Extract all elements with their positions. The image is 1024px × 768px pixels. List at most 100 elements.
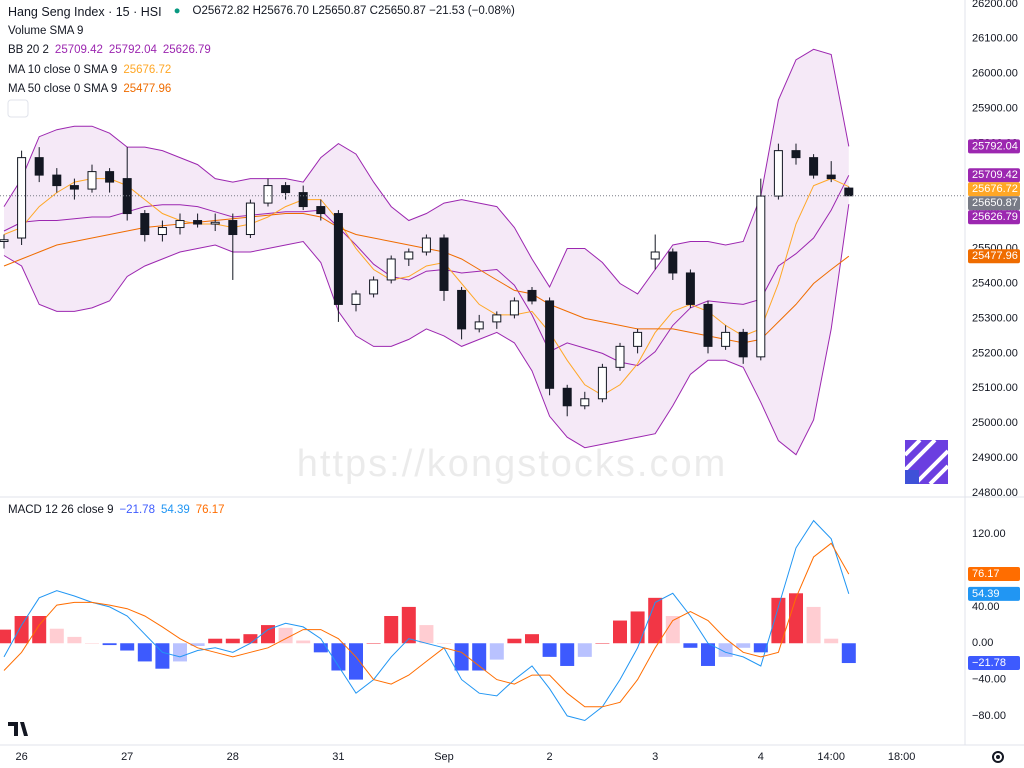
bb-value: 25626.79 bbox=[162, 44, 211, 56]
histogram-bar bbox=[824, 638, 839, 644]
histogram-bar bbox=[349, 643, 363, 680]
candle-body bbox=[0, 239, 9, 243]
candle-body bbox=[333, 213, 343, 305]
candle-body bbox=[228, 220, 238, 236]
histogram-bar bbox=[49, 628, 64, 644]
candle-body bbox=[34, 157, 44, 176]
candle-body bbox=[773, 150, 783, 197]
candle-body bbox=[509, 300, 519, 316]
histogram-bar bbox=[507, 638, 522, 644]
candle-body bbox=[69, 185, 79, 190]
macd-value: 54.39 bbox=[160, 504, 190, 516]
bb-line bbox=[3, 204, 850, 456]
price-tag bbox=[968, 586, 1020, 601]
macd-line bbox=[3, 542, 850, 708]
price-tag-label: 25792.04 bbox=[972, 140, 1018, 152]
candle-body bbox=[210, 221, 220, 225]
y-tick-label: 25100.00 bbox=[972, 382, 1018, 394]
histogram-bar bbox=[419, 625, 434, 644]
candle-body bbox=[703, 303, 713, 347]
status-dot: ● bbox=[173, 5, 181, 17]
candle-body bbox=[457, 289, 467, 330]
histogram-bar bbox=[771, 597, 786, 644]
x-tick-label: 26 bbox=[15, 751, 27, 763]
candle-body bbox=[580, 398, 590, 407]
histogram-bar bbox=[577, 643, 592, 657]
price-tag-label: 25676.72 bbox=[972, 183, 1018, 195]
x-tick-label: 2 bbox=[547, 751, 553, 763]
candle-body bbox=[316, 206, 326, 215]
histogram-bar bbox=[261, 625, 275, 644]
x-tick-label: 4 bbox=[758, 751, 764, 763]
y-tick-label: 26200.00 bbox=[972, 0, 1018, 10]
candle-body bbox=[298, 192, 308, 208]
histogram-bar bbox=[736, 643, 751, 648]
price-tag bbox=[968, 567, 1020, 582]
tv-logo bbox=[8, 722, 28, 736]
logo-badge bbox=[903, 438, 950, 486]
bb-line bbox=[3, 175, 850, 367]
candle-body bbox=[562, 387, 572, 407]
candle-body bbox=[738, 331, 748, 358]
candle-body bbox=[809, 157, 819, 176]
legend-ma50: MA 50 close 0 SMA 9 25477.96 bbox=[8, 83, 171, 95]
price-tag bbox=[968, 656, 1020, 671]
candle-body bbox=[791, 150, 801, 159]
histogram-bar bbox=[665, 616, 680, 644]
candle-body bbox=[826, 174, 836, 180]
x-tick-label: 28 bbox=[227, 751, 239, 763]
candle-body bbox=[17, 157, 27, 239]
settings-icon[interactable] bbox=[992, 751, 1004, 763]
y-tick-label: 120.00 bbox=[972, 528, 1006, 540]
candle-body bbox=[474, 321, 484, 330]
y-tick-label: 0.00 bbox=[972, 637, 993, 649]
ma-label: MA 10 close 0 SMA 9 bbox=[8, 64, 118, 76]
candle-body bbox=[615, 345, 625, 368]
legend-macd: MACD 12 26 close 9 −21.78 54.39 76.17 bbox=[8, 504, 225, 516]
x-tick-label: 14:00 bbox=[817, 751, 845, 763]
histogram-bar bbox=[173, 643, 187, 662]
ma-label: MA 50 close 0 SMA 9 bbox=[8, 83, 118, 95]
histogram-bar bbox=[313, 643, 328, 653]
price-tag bbox=[968, 210, 1020, 225]
bb-value: 25792.04 bbox=[108, 44, 157, 56]
volume-label: Volume SMA 9 bbox=[8, 25, 84, 37]
histogram-bar bbox=[190, 643, 205, 646]
candle-body bbox=[597, 366, 607, 400]
macd-value: 76.17 bbox=[195, 504, 225, 516]
candle-body bbox=[439, 237, 449, 291]
candle-body bbox=[157, 227, 167, 236]
ohlc: O25672.82 H25676.70 L25650.87 C25650.87 … bbox=[192, 5, 515, 17]
ma-value: 25676.72 bbox=[123, 64, 172, 76]
collapse-button[interactable] bbox=[7, 99, 29, 118]
candle-body bbox=[351, 293, 361, 305]
x-tick-label: 31 bbox=[332, 751, 344, 763]
price-tag-label: 76.17 bbox=[972, 568, 1000, 580]
y-tick-label: 25400.00 bbox=[972, 277, 1018, 289]
candle-body bbox=[404, 251, 414, 260]
histogram-bar bbox=[841, 643, 856, 664]
macd-line bbox=[3, 519, 850, 722]
histogram-bar bbox=[789, 593, 803, 644]
histogram-bar bbox=[296, 640, 311, 644]
price-tag bbox=[968, 168, 1020, 183]
candle-body bbox=[245, 202, 255, 236]
x-tick-label: 27 bbox=[121, 751, 133, 763]
macd-label: MACD 12 26 close 9 bbox=[8, 504, 114, 516]
candle-body bbox=[756, 195, 766, 358]
candle-body bbox=[105, 171, 115, 183]
candle-body bbox=[281, 185, 291, 194]
candle-body bbox=[87, 171, 97, 190]
candle-body bbox=[721, 331, 731, 347]
candle-body bbox=[527, 289, 537, 302]
y-tick-label: 40.00 bbox=[972, 601, 1000, 613]
price-tag-label: −21.78 bbox=[972, 657, 1006, 669]
histogram-bar bbox=[560, 643, 575, 666]
y-tick-label: 25200.00 bbox=[972, 347, 1018, 359]
ma-value: 25477.96 bbox=[123, 83, 172, 95]
price-tag-label: 54.39 bbox=[972, 588, 1000, 600]
y-tick-label: 25900.00 bbox=[972, 103, 1018, 115]
candle-body bbox=[650, 251, 660, 260]
legend-ma10: MA 10 close 0 SMA 9 25676.72 bbox=[8, 64, 171, 76]
